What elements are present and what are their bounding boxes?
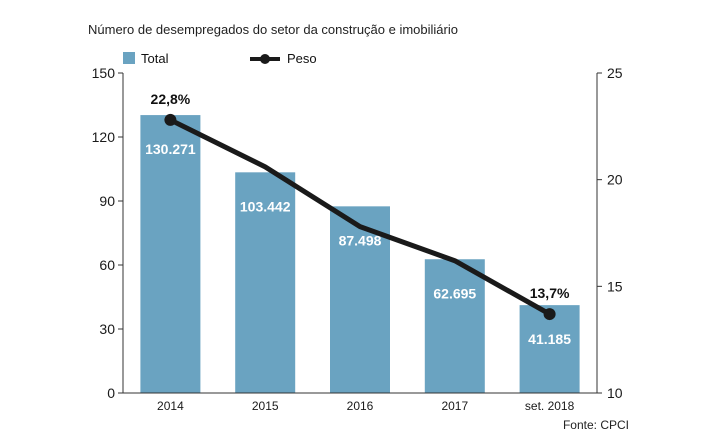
left-tick-label: 60 xyxy=(99,257,115,273)
peso-line xyxy=(167,117,553,317)
bar-value-label: 87.498 xyxy=(339,232,382,248)
bar-series-total xyxy=(140,115,580,393)
legend-swatch-total xyxy=(123,52,135,64)
legend: Total Peso xyxy=(123,51,317,66)
legend-marker-peso xyxy=(260,54,270,64)
line-series-peso: 22,8% 13,7% xyxy=(151,91,570,321)
x-tick-label: 2016 xyxy=(347,399,374,413)
left-tick-label: 30 xyxy=(99,321,115,337)
bar-total-2 xyxy=(330,206,390,393)
legend-label-total: Total xyxy=(141,51,169,66)
left-tick-label: 90 xyxy=(99,193,115,209)
right-tick-label: 10 xyxy=(607,385,623,401)
peso-point-label: 13,7% xyxy=(530,285,570,301)
bar-labels: 130.271 103.442 87.498 62.695 41.185 xyxy=(145,141,571,347)
right-tick-label: 15 xyxy=(607,278,623,294)
left-tick-label: 0 xyxy=(107,385,115,401)
left-tick-label: 150 xyxy=(92,65,116,81)
bar-total-1 xyxy=(235,172,296,393)
peso-point-0 xyxy=(164,113,177,126)
bar-value-label: 41.185 xyxy=(528,331,571,347)
legend-label-peso: Peso xyxy=(287,51,317,66)
bar-value-label: 62.695 xyxy=(433,285,476,301)
left-axis: 0 30 60 90 120 150 xyxy=(92,65,124,401)
peso-point-label: 22,8% xyxy=(151,91,191,107)
x-tick-label: 2017 xyxy=(441,399,468,413)
x-tick-label: set. 2018 xyxy=(525,399,575,413)
x-tick-label: 2014 xyxy=(157,399,184,413)
left-tick-label: 120 xyxy=(92,129,116,145)
chart-title: Número de desempregados do setor da cons… xyxy=(88,22,458,37)
source-note: Fonte: CPCI xyxy=(562,418,629,432)
bar-value-label: 130.271 xyxy=(145,141,196,157)
peso-point-4 xyxy=(543,308,556,321)
right-tick-label: 25 xyxy=(607,65,623,81)
right-tick-label: 20 xyxy=(607,172,623,188)
right-axis: 10 15 20 25 xyxy=(596,65,623,401)
bar-total-0 xyxy=(140,115,201,393)
bar-total-3 xyxy=(424,259,485,393)
x-axis: 2014 2015 2016 2017 set. 2018 xyxy=(123,392,597,413)
bar-value-label: 103.442 xyxy=(240,198,291,214)
x-tick-label: 2015 xyxy=(252,399,279,413)
